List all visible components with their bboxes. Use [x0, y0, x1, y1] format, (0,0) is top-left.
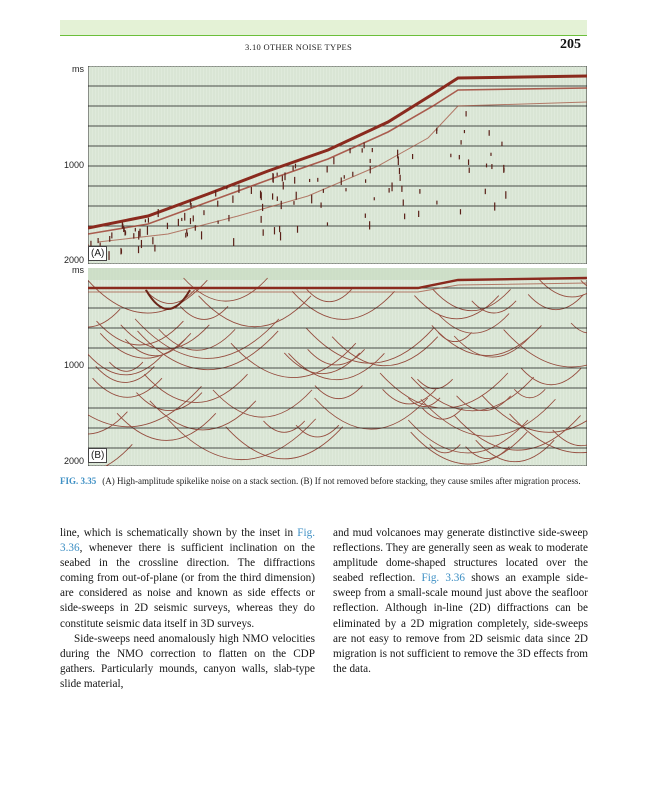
right-column: and mud volcanoes may generate distincti… — [333, 526, 588, 677]
left-paragraph-1: line, which is schematically shown by th… — [60, 526, 315, 632]
panel-a-axis-ms: ms — [72, 64, 84, 74]
header-rule — [60, 35, 587, 36]
panel-a-label: (A) — [88, 246, 108, 261]
header-band — [60, 20, 587, 35]
seismic-panel-b: (B) — [88, 268, 587, 466]
page-number: 205 — [560, 37, 581, 52]
right-paragraph: and mud volcanoes may generate distincti… — [333, 526, 588, 677]
left-paragraph-2: Side-sweeps need anomalously high NMO ve… — [60, 632, 315, 690]
left-p1-text-b: , whenever there is sufficient inclinati… — [60, 542, 315, 630]
seismic-image-a — [88, 66, 587, 264]
panel-b-label: (B) — [88, 448, 108, 463]
figure-caption: FIG. 3.35 (A) High-amplitude spikelike no… — [60, 475, 588, 487]
right-p-text-a: and mud volcanoes may generate distincti… — [333, 527, 588, 585]
panel-a-axis-2000: 2000 — [63, 255, 84, 265]
panel-b-axis-2000: 2000 — [63, 456, 84, 466]
running-head: 3.10 OTHER NOISE TYPES — [245, 42, 353, 52]
panel-b-axis-1000: 1000 — [63, 360, 84, 370]
figure-reference-link[interactable]: Fig. 3.36 — [60, 527, 315, 555]
figure-reference-link[interactable]: Fig. 3.36 — [421, 572, 466, 585]
figure-label: FIG. 3.35 — [60, 476, 97, 486]
figure-caption-text: (A) High-amplitude spikelike noise on a … — [102, 476, 581, 486]
seismic-image-b — [88, 268, 587, 466]
seismic-panel-a: (A) — [88, 66, 587, 264]
right-p-text-b: shows an example side-sweep from a small… — [333, 572, 588, 675]
left-column: line, which is schematically shown by th… — [60, 526, 315, 692]
panel-a-axis-1000: 1000 — [63, 160, 84, 170]
left-p1-text-a: line, which is schematically shown by th… — [60, 527, 298, 539]
panel-b-axis-ms: ms — [72, 265, 84, 275]
